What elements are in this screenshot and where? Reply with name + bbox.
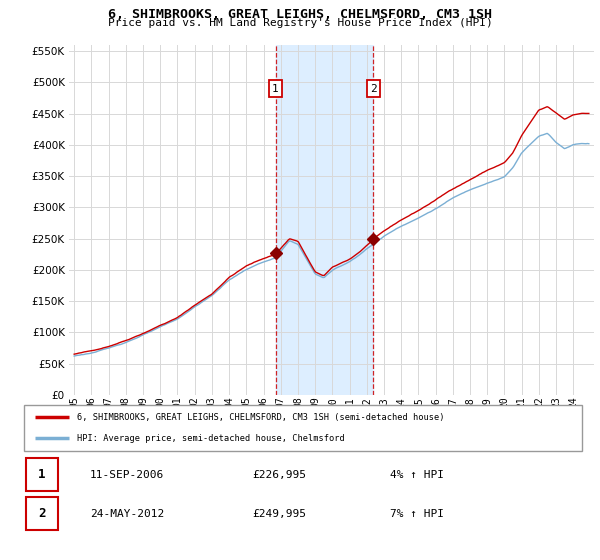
- Text: 7% ↑ HPI: 7% ↑ HPI: [390, 509, 444, 519]
- Text: 4% ↑ HPI: 4% ↑ HPI: [390, 470, 444, 479]
- Text: 6, SHIMBROOKS, GREAT LEIGHS, CHELMSFORD, CM3 1SH: 6, SHIMBROOKS, GREAT LEIGHS, CHELMSFORD,…: [108, 8, 492, 21]
- Text: 6, SHIMBROOKS, GREAT LEIGHS, CHELMSFORD, CM3 1SH (semi-detached house): 6, SHIMBROOKS, GREAT LEIGHS, CHELMSFORD,…: [77, 413, 445, 422]
- Bar: [275, 45, 373, 395]
- Text: 2: 2: [38, 507, 46, 520]
- Text: £226,995: £226,995: [252, 470, 306, 479]
- Text: HPI: Average price, semi-detached house, Chelmsford: HPI: Average price, semi-detached house,…: [77, 434, 345, 443]
- Text: 11-SEP-2006: 11-SEP-2006: [90, 470, 164, 479]
- Text: 2: 2: [370, 83, 377, 94]
- Text: 1: 1: [38, 468, 46, 481]
- Text: 1: 1: [272, 83, 279, 94]
- Text: 24-MAY-2012: 24-MAY-2012: [90, 509, 164, 519]
- Text: Price paid vs. HM Land Registry's House Price Index (HPI): Price paid vs. HM Land Registry's House …: [107, 18, 493, 29]
- Text: £249,995: £249,995: [252, 509, 306, 519]
